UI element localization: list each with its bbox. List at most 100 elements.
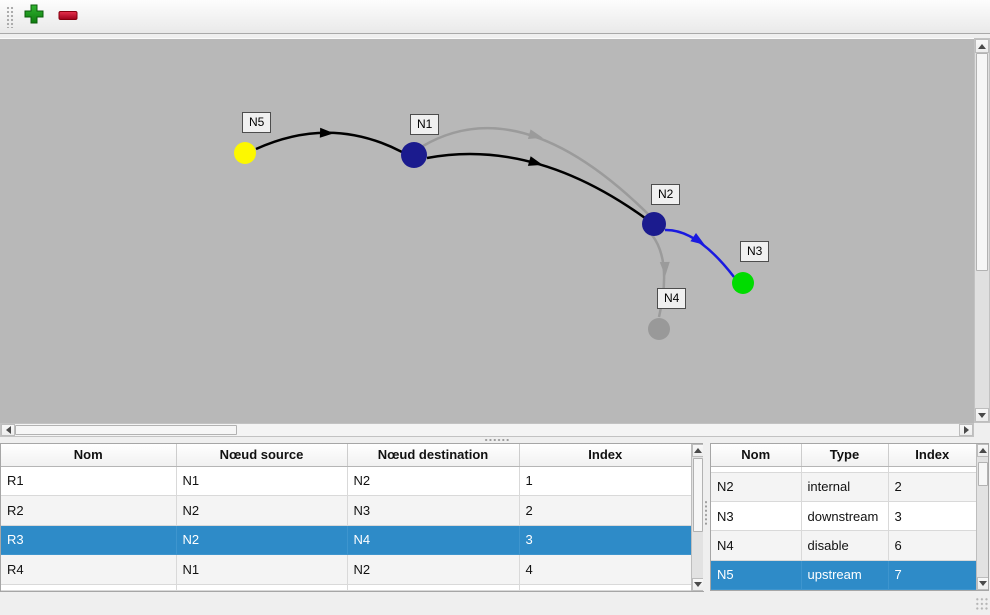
edges-table-scrollbar[interactable]	[691, 444, 703, 591]
graph-node-N1[interactable]	[401, 142, 427, 168]
scroll-up-button[interactable]	[977, 444, 988, 457]
tables-splitter[interactable]	[703, 443, 710, 591]
minus-icon	[56, 2, 80, 31]
table-row[interactable]: R3 N2 N4 3	[1, 525, 691, 556]
cell-type[interactable]: disable	[801, 530, 889, 561]
table-row[interactable]: R4 N1 N2 4	[1, 554, 691, 585]
cell-nom[interactable]: N5	[711, 560, 802, 590]
edges-table: Nom Nœud source Nœud destination Index R…	[0, 443, 704, 592]
cell-nom[interactable]: N3	[711, 501, 802, 532]
horizontal-splitter[interactable]	[0, 437, 990, 443]
cell-nom[interactable]: R4	[1, 554, 177, 585]
graph-edge-N2-N3[interactable]	[664, 228, 735, 278]
cell-source[interactable]: N2	[176, 495, 348, 526]
scroll-up-button[interactable]	[692, 444, 703, 457]
arrow-up-icon	[979, 448, 987, 453]
cell-type[interactable]: downstream	[801, 501, 889, 532]
graph-edge-N1-N2[interactable]	[422, 126, 649, 215]
scrollbar-thumb[interactable]	[15, 425, 237, 435]
app-toolbar	[0, 0, 990, 34]
splitter-handle-icon	[704, 500, 708, 526]
cell-type[interactable]: internal	[801, 472, 889, 503]
remove-button[interactable]	[54, 3, 82, 31]
edge-arrowhead-icon	[527, 129, 543, 140]
scroll-up-button[interactable]	[975, 39, 989, 53]
cell-destination[interactable]: N4	[347, 525, 520, 556]
node-label-N3[interactable]: N3	[740, 241, 770, 262]
window-resize-grip[interactable]	[975, 597, 989, 611]
cell-source[interactable]: N1	[176, 466, 348, 497]
cell-nom[interactable]: N2	[711, 472, 802, 503]
header-destination[interactable]: Nœud destination	[347, 444, 520, 467]
arrow-right-icon	[963, 426, 969, 434]
header-source[interactable]: Nœud source	[176, 444, 348, 467]
graph-edge-N5-N1[interactable]	[255, 131, 403, 154]
graph-node-N5[interactable]	[234, 142, 256, 164]
header-nom[interactable]: Nom	[1, 444, 177, 467]
cell-index[interactable]: 2	[888, 472, 976, 503]
scroll-down-button[interactable]	[975, 408, 989, 422]
arrow-down-icon	[979, 581, 987, 586]
scroll-down-button[interactable]	[977, 577, 988, 590]
table-row[interactable]: N2 internal 2	[711, 472, 976, 503]
scrollbar-thumb[interactable]	[976, 53, 988, 271]
splitter-handle-icon	[484, 438, 510, 442]
node-label-N1[interactable]: N1	[410, 114, 440, 135]
nodes-table-header-row: Nom Type Index	[711, 444, 976, 467]
node-label-N2[interactable]: N2	[651, 184, 681, 205]
graph-canvas[interactable]: N5 N1 N2 N3 N4	[0, 38, 974, 423]
node-label-N4[interactable]: N4	[657, 288, 687, 309]
graph-node-N2[interactable]	[642, 212, 666, 236]
cell-nom[interactable]: N4	[711, 530, 802, 561]
table-row[interactable]: R1 N1 N2 1	[1, 466, 691, 497]
cell-destination[interactable]: N3	[347, 495, 520, 526]
graph-node-N4[interactable]	[648, 318, 670, 340]
graph-svg	[234, 126, 754, 340]
scrollbar-thumb[interactable]	[693, 458, 703, 532]
canvas-horizontal-scrollbar[interactable]	[0, 423, 974, 437]
cell-type[interactable]: upstream	[801, 560, 889, 590]
edges-table-header-row: Nom Nœud source Nœud destination Index	[1, 444, 691, 467]
edge-arrowhead-icon	[319, 127, 334, 138]
scroll-right-button[interactable]	[959, 424, 973, 436]
toolbar-drag-handle[interactable]	[6, 5, 14, 28]
cell-nom[interactable]: R3	[1, 525, 177, 556]
cell-nom[interactable]: R1	[1, 466, 177, 497]
table-row[interactable]: R2 N2 N3 2	[1, 495, 691, 526]
table-row[interactable]: N5 upstream 7	[711, 560, 976, 590]
graph-node-N3[interactable]	[732, 272, 754, 294]
scrollbar-thumb[interactable]	[978, 462, 988, 486]
cell-source[interactable]: N1	[176, 554, 348, 585]
header-index[interactable]: Index	[519, 444, 691, 467]
header-index[interactable]: Index	[888, 444, 976, 467]
cell-index[interactable]: 3	[888, 501, 976, 532]
header-type[interactable]: Type	[801, 444, 889, 467]
scroll-left-button[interactable]	[1, 424, 15, 436]
plus-icon	[22, 2, 46, 31]
nodes-table: Nom Type Index N2 internal 2 N3 downstre…	[710, 443, 989, 591]
header-nom[interactable]: Nom	[711, 444, 802, 467]
cell-index[interactable]: 2	[519, 495, 691, 526]
cell-source[interactable]: N2	[176, 525, 348, 556]
cell-destination[interactable]: N2	[347, 554, 520, 585]
table-row[interactable]: N3 downstream 3	[711, 501, 976, 532]
node-label-N5[interactable]: N5	[242, 112, 272, 133]
arrow-down-icon	[978, 412, 986, 418]
add-button[interactable]	[20, 3, 48, 31]
partial-row	[1, 584, 691, 591]
arrow-up-icon	[978, 43, 986, 49]
cell-index[interactable]: 7	[888, 560, 976, 590]
partial-row	[711, 466, 976, 473]
table-row[interactable]: N4 disable 6	[711, 530, 976, 561]
scroll-down-button[interactable]	[692, 578, 703, 591]
canvas-vertical-scrollbar[interactable]	[974, 38, 990, 423]
cell-index[interactable]: 6	[888, 530, 976, 561]
nodes-table-scrollbar[interactable]	[976, 444, 988, 590]
cell-destination[interactable]: N2	[347, 466, 520, 497]
cell-index[interactable]: 3	[519, 525, 691, 556]
cell-index[interactable]: 4	[519, 554, 691, 585]
edge-arrowhead-icon	[527, 156, 543, 166]
cell-nom[interactable]: R2	[1, 495, 177, 526]
arrow-left-icon	[5, 426, 11, 434]
cell-index[interactable]: 1	[519, 466, 691, 497]
